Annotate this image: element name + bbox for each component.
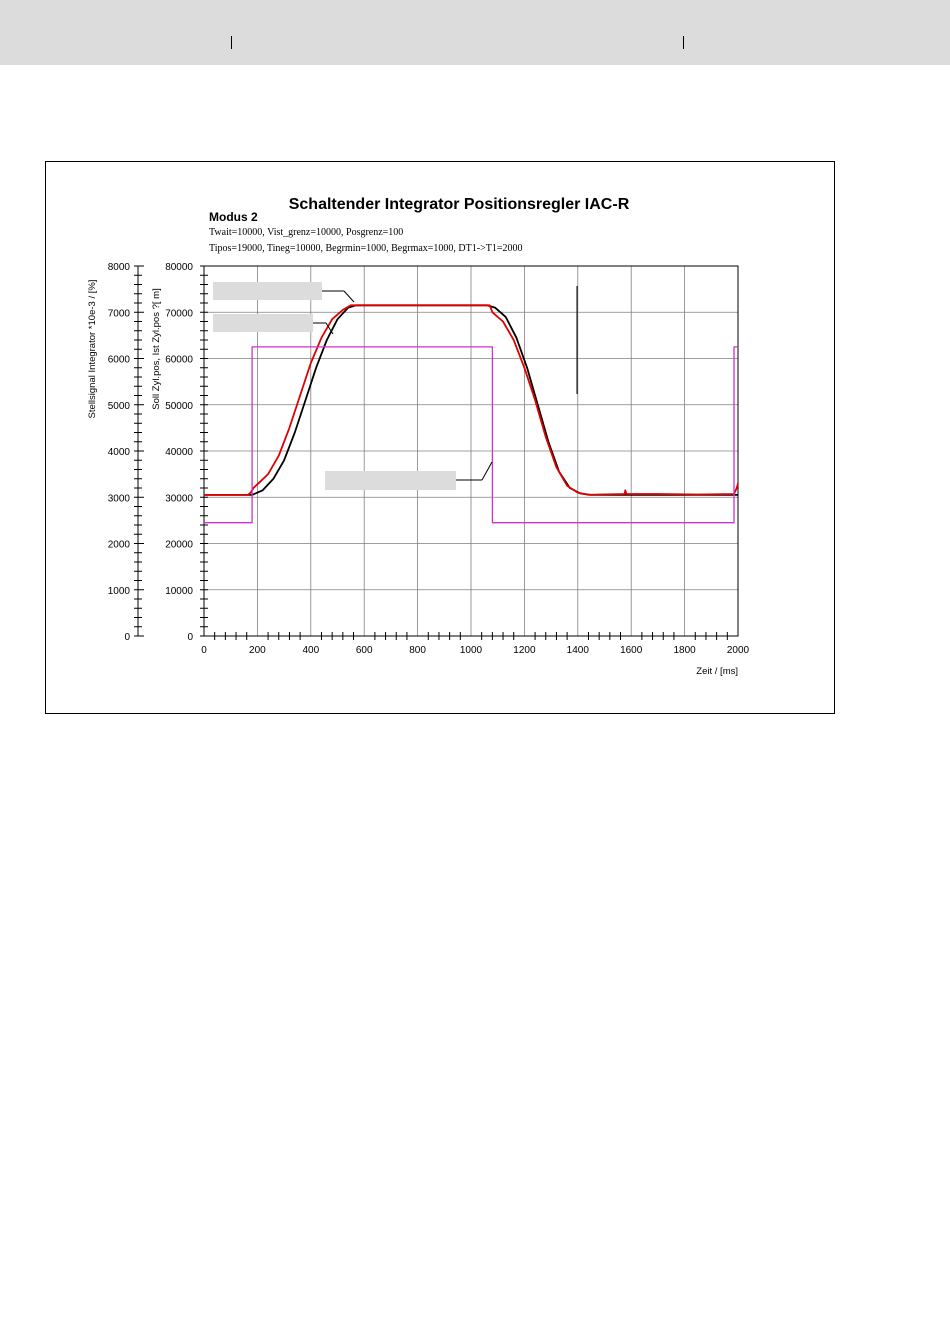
y-axis-label-right: Soll Zyl.pos, Ist Zyl.pos ?[ m] <box>151 288 162 409</box>
y-tick-label-right: 70000 <box>165 308 193 319</box>
header-divider <box>231 36 232 49</box>
y-axis-label-left: Stellsignal Integrator *10e-3 / [%] <box>87 280 98 419</box>
y-tick-label-left: 8000 <box>108 262 131 273</box>
x-tick-label: 400 <box>302 645 319 656</box>
y-tick-label-right: 50000 <box>165 401 193 412</box>
parameter-line-2: Tipos=19000, Tineg=10000, Begrmin=1000, … <box>209 243 522 254</box>
y-tick-label-left: 5000 <box>108 401 131 412</box>
y-tick-label-right: 30000 <box>165 493 193 504</box>
x-tick-label: 1400 <box>567 645 590 656</box>
header-divider <box>683 36 684 49</box>
grid <box>204 266 738 636</box>
legend-leader <box>343 290 355 303</box>
x-tick-label: 800 <box>409 645 426 656</box>
legend-leader <box>325 322 334 335</box>
legend-label-box-soll <box>213 282 322 300</box>
series-group <box>204 304 739 524</box>
x-tick-label: 1600 <box>620 645 643 656</box>
y-tick-label-right: 80000 <box>165 262 193 273</box>
line-chart: Schaltender Integrator Positionsregler I… <box>87 196 750 677</box>
x-tick-label: 1800 <box>673 645 696 656</box>
y-tick-label-left: 1000 <box>108 586 131 597</box>
y-tick-label-left: 3000 <box>108 493 131 504</box>
parameter-line-1: Twait=10000, Vist_grenz=10000, Posgrenz=… <box>209 227 403 238</box>
x-tick-label: 1200 <box>513 645 536 656</box>
legend-label-box-stellsignal <box>325 471 456 490</box>
page-header-band <box>0 0 950 65</box>
y-tick-label-right: 40000 <box>165 447 193 458</box>
y-tick-label-left: 6000 <box>108 355 131 366</box>
x-tick-label: 2000 <box>727 645 750 656</box>
y-tick-label-right: 20000 <box>165 540 193 551</box>
y-tick-label-left: 7000 <box>108 308 131 319</box>
legend-label-box-ist <box>213 314 313 332</box>
y-tick-label-right: 10000 <box>165 586 193 597</box>
x-tick-label: 0 <box>201 645 207 656</box>
x-tick-label: 1000 <box>460 645 483 656</box>
series-line-ist <box>204 304 739 496</box>
y-tick-label-left: 4000 <box>108 447 131 458</box>
y-tick-label-right: 60000 <box>165 355 193 366</box>
axes: 0 200 400 600 800 1000 1200 1400 1600 1800 20000 01… <box>108 262 750 656</box>
legend-leader <box>481 461 493 481</box>
series-line-stellsignal <box>204 346 738 524</box>
x-tick-label: 600 <box>356 645 373 656</box>
y-tick-label-right: 0 <box>187 632 193 643</box>
y-tick-label-left: 2000 <box>108 540 131 551</box>
chart-title: Schaltender Integrator Positionsregler I… <box>289 196 630 213</box>
x-axis-label: Zeit / [ms] <box>696 666 738 677</box>
chart-subtitle: Modus 2 <box>209 210 258 224</box>
x-tick-label: 200 <box>249 645 266 656</box>
chart-frame: Schaltender Integrator Positionsregler I… <box>45 161 835 714</box>
y-tick-label-left: 0 <box>124 632 130 643</box>
